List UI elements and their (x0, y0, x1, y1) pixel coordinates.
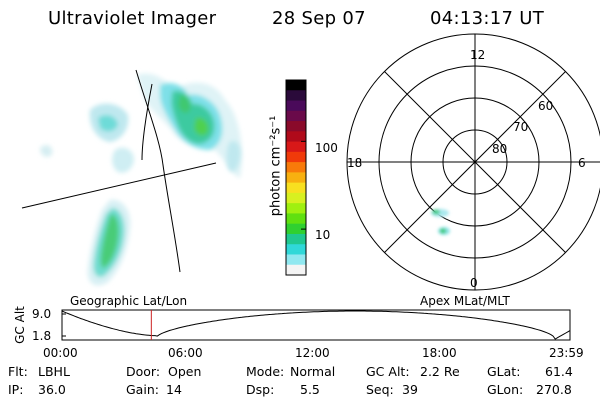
dsp-value: 5.5 (300, 382, 320, 397)
seq-value: 39 (402, 382, 418, 397)
colorbar-segment (286, 131, 306, 143)
colorbar-segment (286, 213, 306, 225)
colorbar-segment (286, 100, 306, 112)
gain-label: Gain: (126, 382, 159, 397)
observation-date: 28 Sep 07 (272, 8, 366, 29)
colorbar-segment (286, 90, 306, 102)
timeline-frame (61, 309, 571, 341)
colorbar-segment (286, 182, 306, 194)
altitude-curve (61, 310, 571, 340)
glat-value: 61.4 (545, 364, 573, 379)
left-panel-caption: Geographic Lat/Lon (70, 294, 188, 308)
gain-value: 14 (166, 382, 182, 397)
mlt-label-0: 0 (470, 276, 478, 290)
colorbar-segment (286, 264, 306, 276)
polar-diagonal-2 (384, 71, 566, 253)
colorbar-segment (286, 192, 306, 204)
aurora-emission-lower (87, 199, 131, 286)
longitude-line-west (141, 83, 153, 161)
polar-grid (346, 33, 600, 291)
colorbar-frame (285, 79, 307, 276)
timeline-xtick-1200: 12:00 (295, 346, 330, 360)
timeline-xtick-2359: 23:59 (549, 346, 584, 360)
gc-alt-label: GC Alt: (366, 364, 410, 379)
mlat-label-70: 70 (513, 120, 529, 134)
polar-emission (431, 209, 450, 235)
mlat-label-60: 60 (538, 99, 554, 113)
aurora-emission-left (40, 103, 241, 173)
timeline-xtick-0600: 06:00 (168, 346, 203, 360)
mode-value: Normal (290, 364, 336, 379)
colorbar-segment (286, 141, 306, 153)
colorbar-segment (286, 203, 306, 215)
colorbar-segment (286, 233, 306, 245)
aurora-emission-upper (137, 73, 242, 178)
colorbar (285, 79, 307, 276)
colorbar-segment (286, 110, 306, 122)
timeline-xtick-1800: 18:00 (422, 346, 457, 360)
seq-label: Seq: (366, 382, 394, 397)
right-panel-caption: Apex MLat/MLT (420, 294, 510, 308)
glon-label: GLon: (487, 382, 524, 397)
gc-alt-value: 2.2 Re (420, 364, 460, 379)
colorbar-segment (286, 151, 306, 163)
longitude-line-east (135, 69, 181, 273)
mlt-label-12: 12 (470, 48, 486, 62)
colorbar-segment (286, 172, 306, 184)
door-value: Open (168, 364, 202, 379)
ip-label: IP: (8, 382, 24, 397)
latitude-line (21, 162, 217, 209)
geographic-image (21, 69, 242, 286)
colorbar-segment (286, 121, 306, 132)
colorbar-segment (286, 244, 306, 256)
glon-value: 270.8 (536, 382, 572, 397)
door-label: Door: (126, 364, 161, 379)
timeline-ytick-label-9: 9.0 (32, 307, 52, 321)
filter-label: Flt: (8, 364, 28, 379)
instrument-title: Ultraviolet Imager (48, 8, 217, 29)
timeline-ytick-label-1.8: 1.8 (32, 329, 52, 343)
colorbar-segment (286, 223, 306, 235)
timeline-ylabel: GC Alt (13, 306, 27, 344)
colorbar-tick-10: 10 (315, 228, 331, 242)
dsp-label: Dsp: (246, 382, 275, 397)
mode-label: Mode: (246, 364, 285, 379)
ip-value: 36.0 (38, 382, 66, 397)
timeline-xtick-0000: 00:00 (43, 346, 78, 360)
mlt-label-18: 18 (347, 156, 363, 170)
colorbar-segment (286, 80, 306, 91)
glat-label: GLat: (487, 364, 521, 379)
orbit-timeline (61, 309, 571, 341)
filter-value: LBHL (38, 364, 70, 379)
observation-time: 04:13:17 UT (430, 8, 545, 29)
colorbar-unit-label: photon cm⁻²s⁻¹ (268, 115, 284, 217)
colorbar-segment (286, 254, 306, 266)
mlat-label-80: 80 (492, 142, 508, 156)
colorbar-segment (286, 162, 306, 173)
mlt-label-6: 6 (578, 156, 586, 170)
colorbar-tick-100: 100 (315, 141, 338, 155)
